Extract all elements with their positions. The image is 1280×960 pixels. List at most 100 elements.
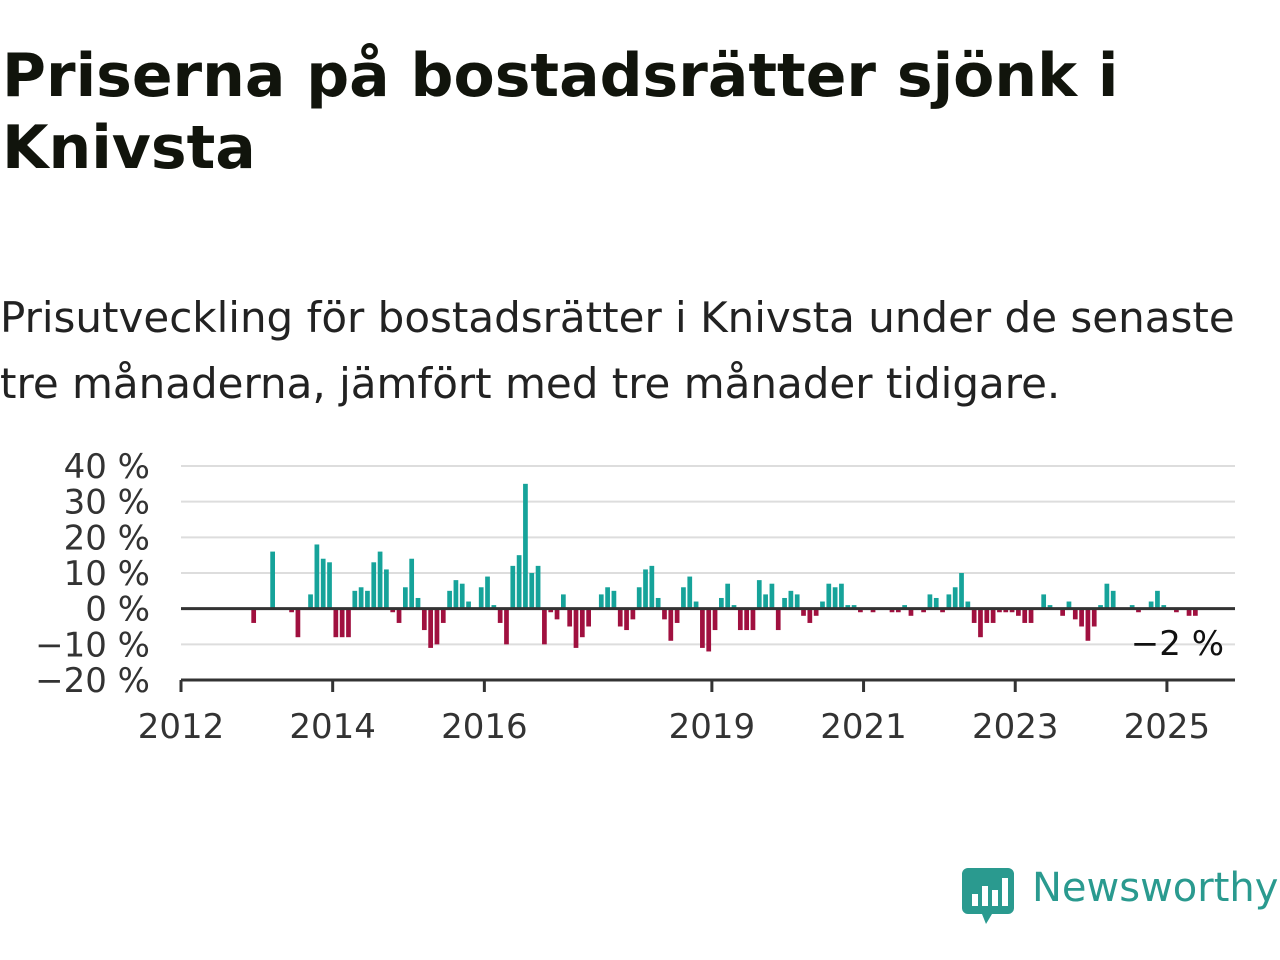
bar [649, 565, 655, 609]
x-tick-label: 2021 [820, 707, 907, 747]
bar [750, 608, 756, 631]
bar [927, 594, 933, 609]
bar [573, 608, 579, 648]
bar [794, 594, 800, 609]
y-tick-label: 40 % [64, 447, 150, 487]
bar [681, 587, 686, 609]
bar [845, 605, 851, 609]
bar [674, 608, 680, 623]
bar [421, 608, 427, 631]
bar [832, 587, 838, 609]
bar [725, 583, 731, 609]
bar [611, 590, 617, 609]
bar [459, 583, 465, 609]
bar [1028, 608, 1034, 623]
bar [908, 608, 914, 616]
bar [1098, 605, 1103, 609]
bar [542, 608, 547, 645]
bar [1193, 608, 1198, 616]
bar [1060, 608, 1065, 616]
bar [1085, 608, 1091, 641]
bar [952, 587, 958, 609]
newsworthy-logo: Newsworthy [962, 862, 1280, 930]
chart-title: Priserna på bostadsrätter sjönk i Knivst… [2, 41, 1119, 183]
bar [1016, 608, 1021, 616]
bar [984, 608, 990, 623]
bar [744, 608, 749, 631]
bar [662, 608, 667, 620]
bar [1079, 608, 1084, 627]
bar [308, 594, 313, 609]
bar [971, 608, 977, 623]
bar [769, 583, 775, 609]
bar [756, 580, 762, 609]
bar [453, 580, 459, 609]
bar [346, 608, 351, 638]
bar [516, 555, 522, 609]
x-tick-label: 2014 [289, 707, 376, 747]
bar [428, 608, 433, 648]
bar [693, 601, 699, 609]
bar [598, 594, 604, 609]
last-value-label: −2 % [1131, 624, 1224, 664]
bar [270, 551, 275, 609]
bar [466, 601, 471, 609]
x-tick-label: 2019 [669, 707, 756, 747]
bar [561, 594, 566, 609]
y-tick-label: 30 % [64, 483, 150, 523]
bar [1129, 605, 1135, 609]
bar [737, 608, 743, 631]
bar [813, 608, 819, 616]
bar [1009, 608, 1015, 613]
bar [390, 608, 396, 613]
bar [978, 608, 983, 638]
bar [314, 544, 320, 609]
newsworthy-logo-text: Newsworthy [1032, 865, 1279, 911]
bar [933, 597, 939, 609]
bar [801, 608, 806, 616]
bar [782, 597, 787, 609]
bar [636, 587, 642, 609]
bar [339, 608, 345, 638]
bar [826, 583, 832, 609]
bar [839, 583, 844, 609]
bar [858, 608, 863, 613]
bars [181, 483, 1235, 652]
bar [1155, 590, 1160, 609]
bar [889, 608, 895, 613]
bar [333, 608, 339, 638]
bar [997, 608, 1002, 613]
bar [895, 608, 901, 613]
bar [586, 608, 591, 627]
bar [295, 608, 301, 638]
bar [510, 565, 516, 609]
x-axis: 2012 2014 2016 2019 2021 2023 2025 [138, 678, 1235, 747]
bar [579, 608, 585, 638]
bar [289, 608, 294, 613]
chart-subtitle: Prisutveckling för bostadsrätter i Knivs… [0, 293, 1235, 408]
bar [820, 601, 825, 609]
bar [700, 608, 705, 648]
bar [377, 551, 383, 609]
bar [870, 608, 876, 613]
bar [548, 608, 554, 613]
bar [403, 587, 408, 609]
bar [352, 590, 358, 609]
bar [1072, 608, 1078, 620]
bar [327, 562, 332, 609]
y-tick-label: 20 % [64, 518, 150, 558]
bar [902, 605, 907, 609]
bar [447, 590, 452, 609]
x-tick-label: 2012 [138, 707, 225, 747]
bar [1091, 608, 1097, 627]
bar [371, 562, 377, 609]
bar [763, 594, 768, 609]
bar [440, 608, 446, 623]
bar [807, 608, 813, 623]
bar [384, 569, 389, 609]
bar [504, 608, 509, 645]
bar [921, 608, 926, 613]
bar [706, 608, 712, 652]
bar [731, 605, 737, 609]
